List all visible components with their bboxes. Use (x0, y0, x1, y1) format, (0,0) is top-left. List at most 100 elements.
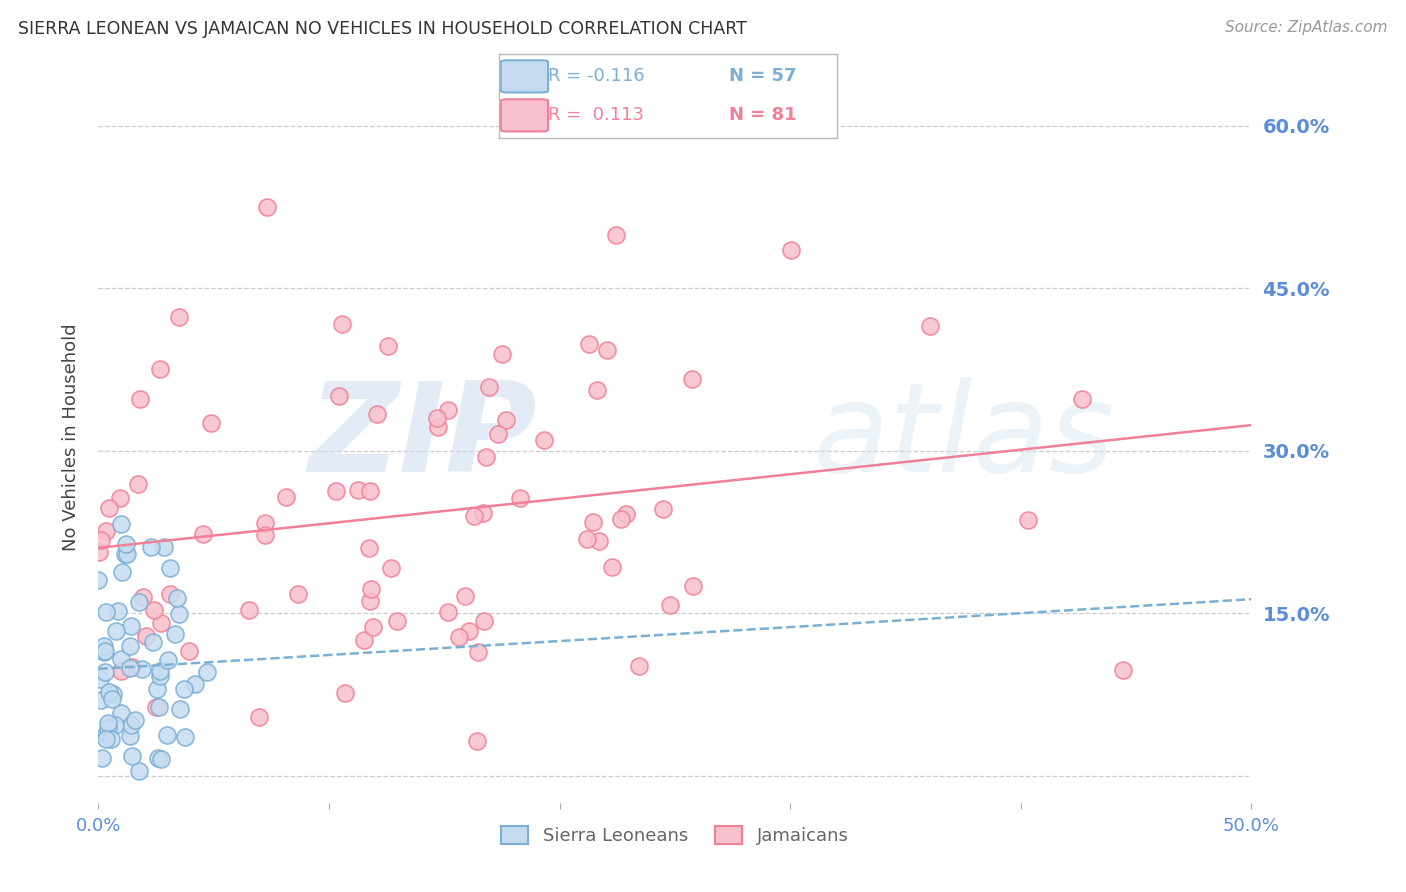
Point (1070, 392, 1092, 406)
Point (682, 579, 704, 593)
Point (101, 687, 124, 701)
Point (437, 605, 460, 619)
Point (169, 702, 191, 716)
Point (200, 416, 222, 430)
Text: atlas: atlas (813, 376, 1115, 498)
Point (472, 506, 495, 520)
Point (652, 501, 675, 516)
Point (437, 402, 460, 417)
Point (90, 692, 112, 706)
Point (143, 603, 166, 617)
Point (89, 672, 111, 686)
Point (141, 540, 163, 554)
Point (104, 624, 127, 638)
Point (145, 700, 167, 714)
Point (94, 524, 117, 539)
Point (385, 614, 408, 628)
Point (576, 533, 599, 547)
Point (380, 561, 402, 575)
Point (467, 645, 489, 659)
Legend: Sierra Leoneans, Jamaicans: Sierra Leoneans, Jamaicans (494, 819, 856, 852)
Point (111, 565, 134, 579)
Point (96, 727, 118, 741)
Point (128, 595, 150, 609)
Text: N = 81: N = 81 (728, 106, 796, 124)
Point (89, 545, 111, 559)
Point (157, 653, 180, 667)
Point (195, 665, 218, 679)
Point (447, 630, 470, 644)
Point (325, 483, 347, 498)
Point (94, 644, 117, 658)
Point (659, 598, 682, 612)
Point (495, 413, 517, 427)
Point (508, 491, 530, 505)
Point (359, 541, 381, 556)
Point (156, 728, 179, 742)
Point (247, 710, 270, 724)
Point (596, 343, 619, 357)
Point (150, 615, 173, 630)
Point (169, 310, 191, 324)
Point (132, 590, 155, 604)
Point (121, 660, 143, 674)
Point (193, 527, 215, 541)
Point (256, 200, 278, 214)
Point (94, 665, 117, 679)
Point (149, 664, 172, 678)
Point (120, 717, 142, 731)
Point (97, 501, 120, 516)
Point (359, 483, 381, 498)
Point (93, 640, 115, 654)
Point (121, 748, 143, 763)
Point (588, 534, 610, 549)
Point (328, 389, 350, 403)
Point (173, 730, 195, 744)
Point (135, 629, 157, 643)
Point (148, 750, 170, 764)
Point (108, 491, 131, 505)
Point (159, 587, 181, 601)
Point (110, 706, 132, 721)
Text: N = 57: N = 57 (728, 68, 796, 86)
Point (142, 635, 165, 649)
Point (173, 681, 195, 696)
Point (110, 665, 132, 679)
Text: R = -0.116: R = -0.116 (548, 68, 645, 86)
Point (97, 715, 120, 730)
Point (114, 547, 136, 561)
Point (97, 721, 120, 735)
Point (363, 620, 385, 634)
Point (118, 639, 141, 653)
Point (586, 383, 609, 397)
Point (153, 540, 176, 554)
Point (533, 434, 555, 448)
Point (582, 515, 605, 529)
Point (165, 626, 187, 640)
Point (610, 511, 633, 525)
Point (115, 537, 138, 551)
Point (605, 228, 627, 243)
Point (87, 574, 110, 588)
Point (353, 632, 375, 647)
Point (118, 729, 141, 743)
Point (128, 392, 150, 406)
Point (1017, 513, 1039, 527)
Point (107, 604, 129, 618)
Point (98, 685, 121, 699)
Point (578, 336, 600, 351)
Point (377, 339, 399, 353)
Point (110, 652, 132, 666)
Point (918, 319, 941, 334)
Point (360, 582, 382, 597)
Point (472, 614, 495, 628)
FancyBboxPatch shape (501, 61, 548, 93)
Point (346, 483, 368, 498)
Point (478, 380, 501, 394)
Point (124, 713, 146, 727)
Text: Source: ZipAtlas.com: Source: ZipAtlas.com (1225, 20, 1388, 35)
Text: R =  0.113: R = 0.113 (548, 106, 644, 124)
Y-axis label: No Vehicles in Household: No Vehicles in Household (62, 323, 80, 551)
Point (1112, 663, 1135, 677)
Point (780, 243, 803, 257)
